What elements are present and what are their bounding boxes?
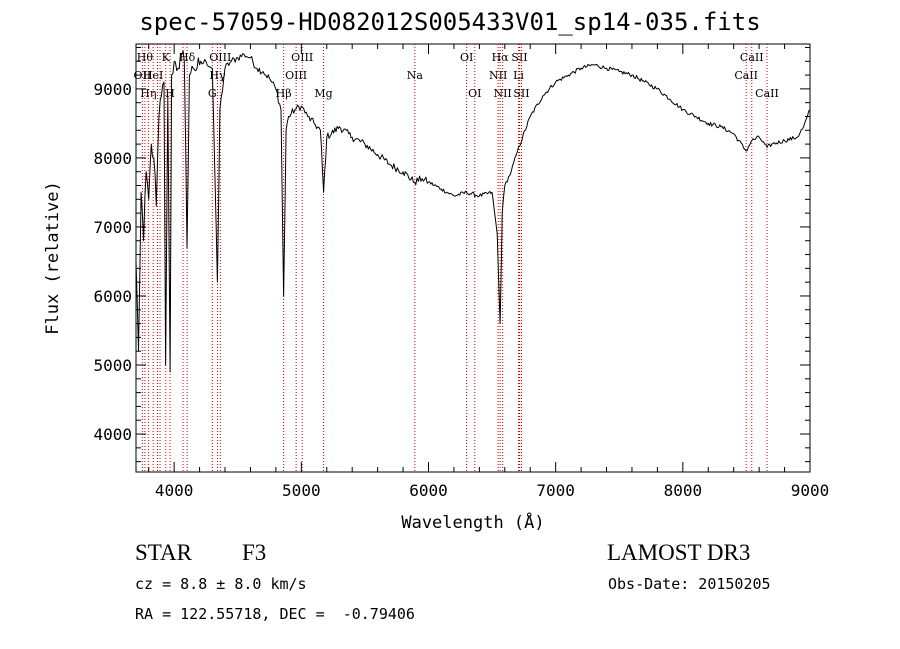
y-tick-label-0: 4000 [93,425,132,444]
line-marker-label-21: Hα [492,51,510,64]
line-marker-label-27: CaII [740,51,764,64]
line-marker-label-7: H [165,87,175,100]
line-marker-label-25: SII [513,87,529,100]
line-marker-label-6: K [162,51,171,64]
y-tick-label-5: 9000 [93,80,132,99]
x-tick-label-1: 5000 [282,481,321,500]
line-marker-label-13: Hβ [276,87,292,100]
x-tick-label-4: 8000 [664,481,703,500]
axis-ticks: 4000 5000 6000 7000 8000 9000 4000 5000 6000 7000… [93,44,829,500]
line-markers: OII Hθ Hη HeI K H Hδ G Hγ OIII Hβ OIII OIII Mg Na OI OI N… [133,44,779,472]
y-tick-label-3: 7000 [93,218,132,237]
line-marker-label-28: CaII [755,87,779,100]
line-marker-label-12: OIII [209,51,231,64]
line-marker-label-1: Hθ [137,51,154,64]
line-marker-label-18: OI [460,51,473,64]
line-marker-label-22: NII [493,87,511,100]
object-class: STAR [135,540,192,565]
survey-name: LAMOST DR3 [607,540,751,565]
line-marker-label-24: SII [511,51,527,64]
obs-date-text: Obs-Date: 20150205 [608,575,771,593]
line-marker-label-9: Hδ [179,51,196,64]
coordinates-text: RA = 122.55718, DEC = -0.79406 [135,605,415,623]
line-marker-label-16: Mg [314,87,332,100]
line-marker-label-2: Hη [140,87,156,100]
y-tick-label-1: 5000 [93,356,132,375]
object-subclass: F3 [242,540,267,565]
line-marker-label-15: OIII [291,51,313,64]
line-marker-label-20: NII [489,69,507,82]
line-marker-label-14: OIII [285,69,307,82]
x-tick-label-0: 4000 [155,481,194,500]
y-axis-label: Flux (relative) [43,181,63,335]
line-marker-label-19: OI [468,87,481,100]
line-marker-label-17: Na [407,69,424,82]
line-marker-label-10: G [208,87,217,100]
chart-title: spec-57059-HD082012S005433V01_sp14-035.f… [139,8,761,36]
redshift-text: cz = 8.8 ± 8.0 km/s [135,575,307,593]
line-marker-label-11: Hγ [209,69,226,82]
x-axis-label: Wavelength (Å) [401,511,544,533]
x-tick-label-3: 7000 [536,481,575,500]
spectrum-series-0 [135,50,811,373]
line-marker-label-23: Li [513,69,524,82]
y-tick-label-2: 6000 [93,287,132,306]
x-tick-label-2: 6000 [409,481,448,500]
x-tick-label-5: 9000 [791,481,830,500]
line-marker-label-0: OII [133,69,151,82]
line-marker-label-3: HeI [143,69,163,82]
plot-frame [135,43,811,473]
line-marker-label-26: CaII [734,69,758,82]
y-tick-label-4: 8000 [93,149,132,168]
series-layer [135,50,811,373]
